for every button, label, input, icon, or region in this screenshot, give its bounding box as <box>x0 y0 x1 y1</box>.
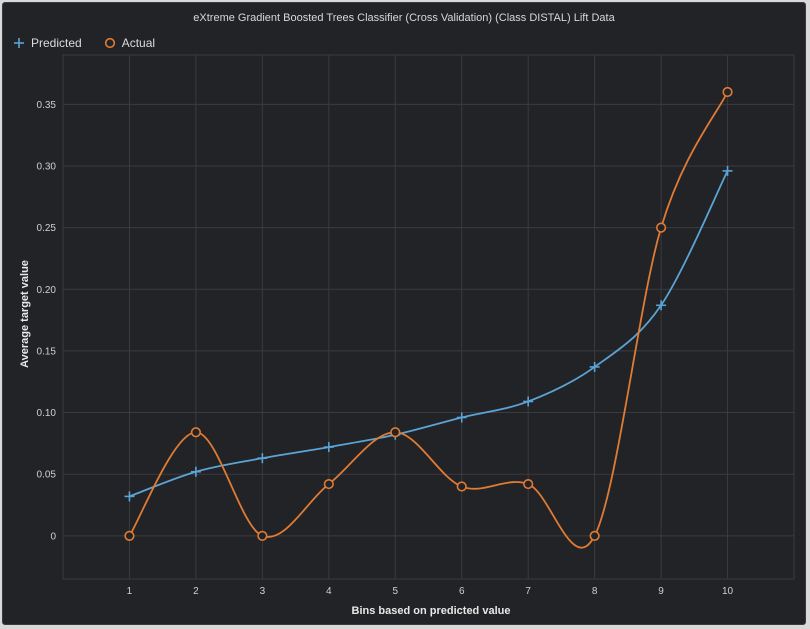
series-line-predicted <box>129 170 729 498</box>
y-tick-label: 0.35 <box>37 100 57 111</box>
x-tick-label: 2 <box>193 586 199 597</box>
x-axis-label: Bins based on predicted value <box>351 605 511 617</box>
point-actual <box>523 478 534 490</box>
x-tick-label: 3 <box>260 586 266 597</box>
circle-marker-icon <box>104 37 115 49</box>
point-predicted <box>257 453 268 464</box>
point-predicted <box>190 466 201 477</box>
legend-label-actual: Actual <box>121 36 156 50</box>
point-actual <box>323 478 334 490</box>
point-predicted <box>589 361 600 372</box>
point-predicted <box>656 300 667 311</box>
point-predicted <box>124 491 135 502</box>
legend-label-predicted: Predicted <box>31 36 82 50</box>
point-actual <box>655 222 667 233</box>
x-tick-label: 7 <box>525 586 531 597</box>
y-tick-label: 0.15 <box>37 346 57 357</box>
point-actual <box>589 530 600 541</box>
legend-item-predicted[interactable]: Predicted <box>13 36 82 50</box>
point-actual <box>124 530 135 541</box>
legend: Predicted Actual <box>13 36 155 50</box>
point-predicted <box>456 412 467 423</box>
chart-title: eXtreme Gradient Boosted Trees Classifie… <box>193 12 615 24</box>
point-actual <box>722 86 733 98</box>
y-tick-label: 0.25 <box>37 223 57 234</box>
point-actual <box>190 427 202 438</box>
x-tick-label: 8 <box>592 586 598 597</box>
y-axis-label: Average target value <box>19 260 31 368</box>
plus-marker-icon <box>14 38 24 48</box>
legend-item-actual[interactable]: Actual <box>104 36 155 50</box>
x-tick-label: 1 <box>127 586 133 597</box>
plot-area: 1 2 3 4 5 6 7 8 9 10 0 0.05 0.10 0.15 0.20 0.25 0.30 0.35 <box>37 54 795 597</box>
point-actual <box>456 481 467 492</box>
point-actual <box>390 427 401 438</box>
x-tick-label: 5 <box>392 586 398 597</box>
x-tick-label: 4 <box>326 586 332 597</box>
y-tick-label: 0.10 <box>37 408 57 419</box>
x-tick-label: 6 <box>459 586 465 597</box>
x-tick-label: 10 <box>722 586 734 597</box>
series-line-actual <box>128 91 729 549</box>
point-predicted <box>323 442 334 453</box>
y-tick-label: 0.05 <box>37 470 57 481</box>
point-actual <box>257 530 268 541</box>
point-predicted <box>523 396 534 407</box>
x-tick-label: 9 <box>658 586 664 597</box>
point-predicted <box>722 165 733 176</box>
y-tick-label: 0.30 <box>37 161 57 172</box>
y-tick-label: 0 <box>50 531 56 542</box>
y-tick-label: 0.20 <box>37 285 57 296</box>
plot-border <box>62 54 795 580</box>
